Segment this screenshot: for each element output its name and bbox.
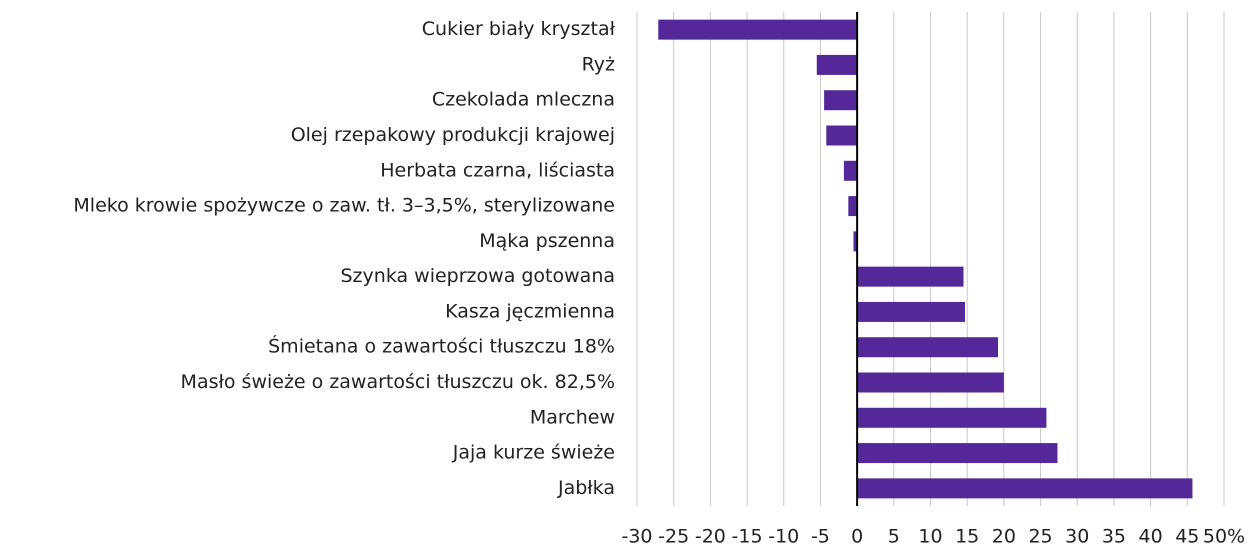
y-tick-label: Kasza jęczmienna [445, 300, 615, 322]
x-tick-label: 40 [1139, 526, 1163, 547]
x-tick-label: 25 [1028, 526, 1052, 547]
bar [848, 196, 858, 217]
x-tick-label: 15 [955, 526, 979, 547]
y-tick-label: Śmietana o zawartości tłuszczu 18% [268, 334, 615, 358]
x-tick-label: -20 [695, 526, 726, 547]
bar [853, 231, 858, 252]
x-tick-label: 35 [1102, 526, 1126, 547]
x-tick-label: -15 [732, 526, 763, 547]
x-tick-label: 30 [1065, 526, 1089, 547]
x-tick-label: -10 [768, 526, 799, 547]
y-tick-label: Szynka wieprzowa gotowana [341, 265, 616, 287]
y-tick-label: Herbata czarna, liściasta [380, 159, 615, 181]
bar [857, 266, 964, 287]
bar [857, 337, 999, 358]
x-tick-label: 10 [918, 526, 942, 547]
x-tick-label: -30 [621, 526, 652, 547]
x-tick-label: 50% [1203, 526, 1245, 547]
x-tick-label: 0 [851, 526, 863, 547]
bar [857, 372, 1004, 393]
bar [816, 54, 858, 75]
x-tick-label: -25 [658, 526, 689, 547]
bar [824, 90, 858, 111]
y-tick-label: Masło świeże o zawartości tłuszczu ok. 8… [181, 371, 615, 393]
bar [658, 19, 858, 40]
y-tick-label: Jaja kurze świeże [452, 442, 615, 464]
y-tick-label: Mąka pszenna [479, 230, 615, 252]
y-tick-label: Ryż [582, 53, 615, 75]
bar [857, 301, 965, 322]
bar [857, 443, 1058, 464]
y-tick-label: Cukier biały kryształ [422, 18, 616, 40]
y-tick-label: Olej rzepakowy produkcji krajowej [291, 124, 615, 146]
y-tick-label: Czekolada mleczna [432, 89, 615, 111]
y-tick-label: Jabłka [557, 477, 615, 499]
bar [857, 407, 1047, 428]
y-tick-label: Marchew [530, 406, 615, 428]
bar [857, 478, 1193, 499]
x-tick-label: -5 [811, 526, 830, 547]
bar [826, 125, 858, 146]
x-tick-label: 5 [888, 526, 900, 547]
y-tick-label: Mleko krowie spożywcze o zaw. tł. 3–3,5%… [73, 195, 615, 217]
x-tick-label: 45 [1175, 526, 1199, 547]
x-tick-label: 20 [992, 526, 1016, 547]
bar [843, 160, 858, 181]
